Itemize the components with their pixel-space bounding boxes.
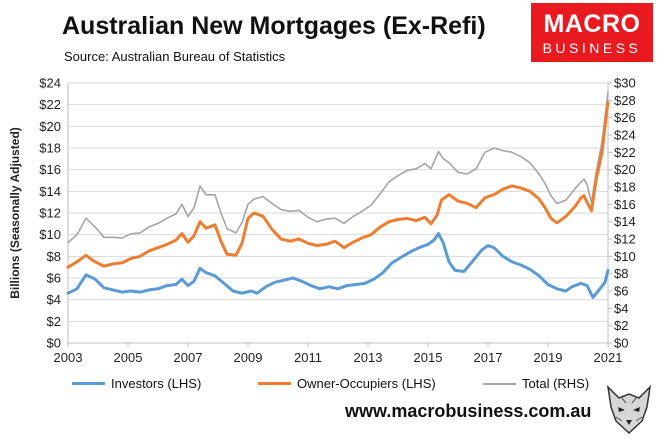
y-right-tick-label: $18 — [614, 180, 636, 195]
legend-swatch — [258, 382, 291, 385]
chart-subtitle: Source: Australian Bureau of Statistics — [64, 49, 286, 64]
y-left-tick-label: $20 — [39, 119, 61, 134]
y-right-tick-label: $26 — [614, 110, 636, 125]
y-right-tick-label: $12 — [614, 232, 636, 247]
y-right-tick-label: $10 — [614, 249, 636, 264]
series-line-2 — [67, 91, 609, 244]
y-left-tick-label: $18 — [39, 141, 61, 156]
chart-legend: Investors (LHS) Owner-Occupiers (LHS) Tota… — [0, 376, 660, 396]
y-right-tick-label: $20 — [614, 162, 636, 177]
x-tick-label: 2005 — [114, 350, 143, 365]
y-left-tick-label: $14 — [39, 184, 61, 199]
logo-text-macro: MACRO — [543, 10, 641, 38]
legend-item: Total (RHS) — [483, 376, 589, 391]
wolf-logo-icon — [606, 384, 652, 435]
y-right-tick-label: $0 — [614, 336, 628, 351]
y-left-tick-label: $10 — [39, 227, 61, 242]
x-tick-label: 2015 — [414, 350, 443, 365]
y-left-tick-label: $6 — [47, 271, 61, 286]
y-left-tick-label: $22 — [39, 97, 61, 112]
chart-title: Australian New Mortgages (Ex-Refi) — [62, 12, 486, 40]
x-tick-label: 2017 — [474, 350, 503, 365]
y-right-tick-label: $16 — [614, 197, 636, 212]
y-left-tick-label: $24 — [39, 76, 61, 91]
legend-label: Total (RHS) — [522, 376, 590, 391]
x-tick-label: 2011 — [294, 350, 322, 365]
y-right-tick-label: $8 — [614, 266, 628, 281]
y-left-tick-label: $16 — [39, 162, 61, 177]
legend-swatch — [483, 382, 516, 385]
legend-swatch — [72, 382, 105, 385]
x-tick-label: 2003 — [54, 350, 83, 365]
y-left-tick-label: $4 — [47, 292, 61, 307]
y-right-tick-label: $22 — [614, 145, 636, 160]
x-tick-label: 2007 — [174, 350, 203, 365]
macrobusiness-logo: MACRO BUSINESS — [531, 3, 653, 62]
y-right-tick-label: $24 — [614, 128, 636, 143]
website-url: www.macrobusiness.com.au — [345, 401, 592, 421]
y-right-tick-label: $4 — [614, 301, 628, 316]
legend-item: Investors (LHS) — [72, 376, 201, 391]
y-right-tick-label: $14 — [614, 214, 636, 229]
y-left-tick-label: $12 — [39, 206, 61, 221]
series-line-0 — [66, 232, 610, 299]
x-tick-label: 2013 — [354, 350, 383, 365]
legend-item: Owner-Occupiers (LHS) — [258, 376, 436, 391]
y-left-tick-label: $2 — [47, 314, 61, 329]
series-line-1 — [66, 101, 610, 269]
x-tick-label: 2019 — [534, 350, 563, 365]
y-axis-title: Billions (Seasonally Adjusted) — [8, 127, 22, 299]
legend-label: Investors (LHS) — [111, 376, 202, 391]
y-right-tick-label: $6 — [614, 284, 628, 299]
legend-label: Owner-Occupiers (LHS) — [297, 376, 436, 391]
y-left-tick-label: $8 — [47, 249, 61, 264]
y-left-tick-label: $0 — [47, 336, 61, 351]
y-right-tick-label: $30 — [614, 76, 636, 91]
logo-text-business: BUSINESS — [542, 40, 642, 56]
y-right-tick-label: $28 — [614, 93, 636, 108]
y-right-tick-label: $2 — [614, 318, 628, 333]
x-tick-label: 2009 — [234, 350, 263, 365]
x-tick-label: 2021 — [594, 350, 623, 365]
